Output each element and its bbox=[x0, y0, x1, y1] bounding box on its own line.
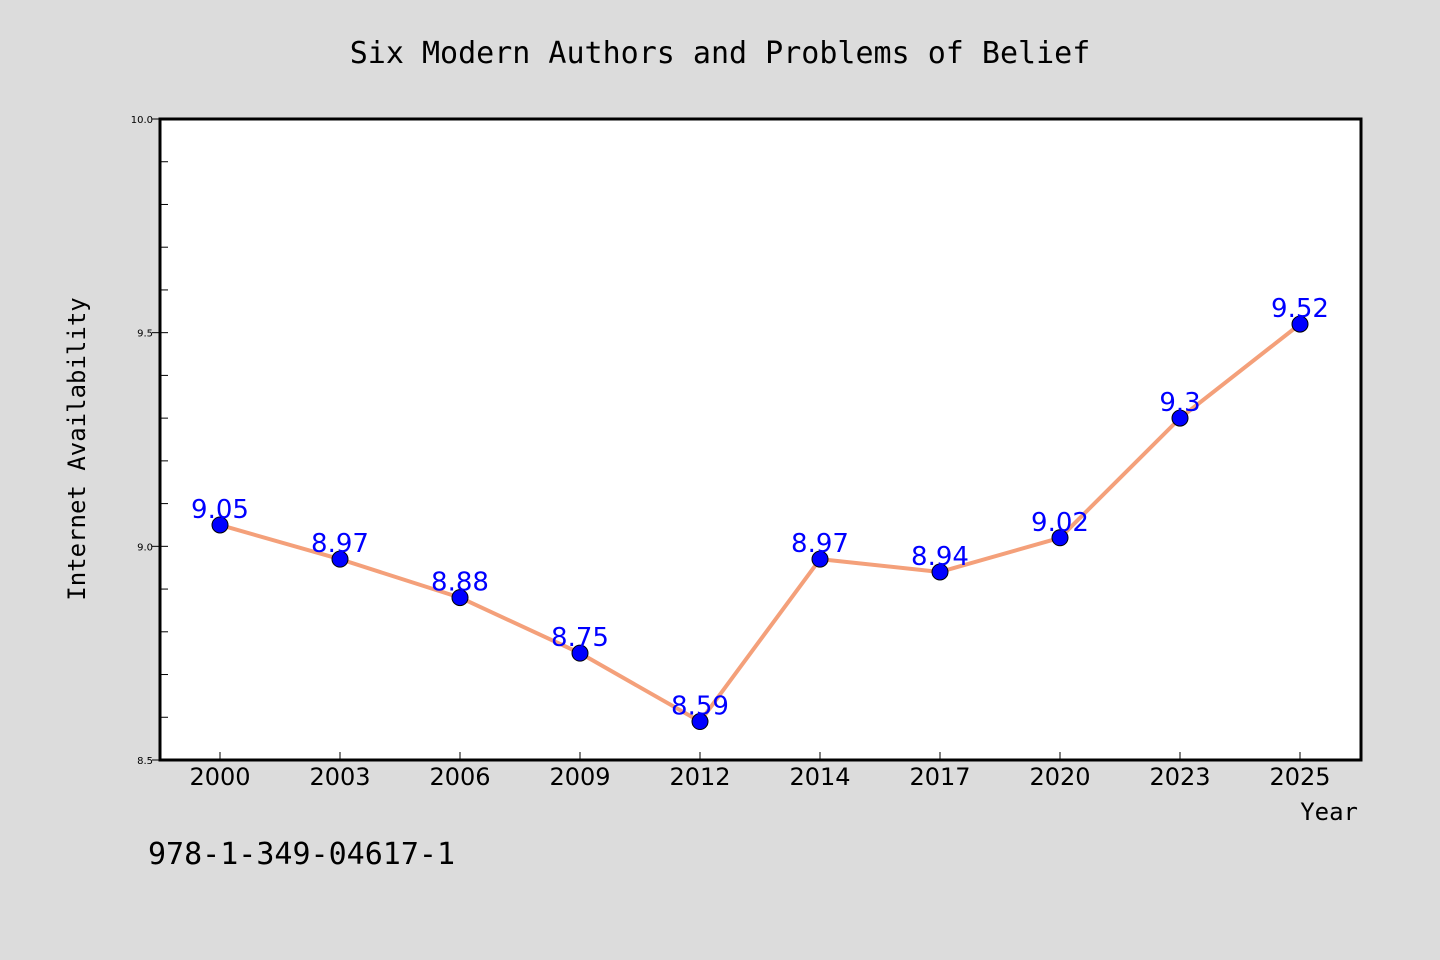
data-point bbox=[571, 644, 589, 662]
data-point bbox=[451, 589, 469, 607]
series-group: 9.05 8.97 8.88 8.75 8.59 8.97 8.94 9.02 9.3 9.52 bbox=[191, 294, 1329, 731]
y-axis-label: Internet Availability bbox=[63, 297, 91, 600]
y-tick-label: 8.5 bbox=[137, 756, 153, 767]
x-tick-label: 2023 bbox=[1149, 763, 1210, 791]
data-label: 9.02 bbox=[1031, 508, 1089, 538]
data-label: 9.3 bbox=[1159, 388, 1200, 418]
x-axis-ticks: 2000 2003 2006 2009 2012 2014 2017 2020 2023 2025 bbox=[189, 752, 1331, 791]
data-point bbox=[211, 516, 229, 534]
data-point bbox=[331, 550, 349, 568]
data-point bbox=[1171, 409, 1189, 427]
x-tick-label: 2009 bbox=[549, 763, 610, 791]
x-tick-label: 2020 bbox=[1029, 763, 1090, 791]
x-tick-label: 2014 bbox=[789, 763, 850, 791]
data-point bbox=[1291, 315, 1309, 333]
y-tick-label: 10.0 bbox=[131, 115, 153, 126]
data-point bbox=[1051, 529, 1069, 547]
x-tick-label: 2012 bbox=[669, 763, 730, 791]
x-tick-label: 2017 bbox=[909, 763, 970, 791]
data-point bbox=[931, 563, 949, 581]
data-label: 8.59 bbox=[671, 692, 729, 722]
data-label: 9.52 bbox=[1271, 294, 1329, 324]
data-label: 8.88 bbox=[431, 568, 489, 598]
data-label: 8.94 bbox=[911, 542, 969, 572]
x-tick-label: 2025 bbox=[1269, 763, 1330, 791]
x-axis-label: Year bbox=[1300, 798, 1358, 826]
isbn-text: 978-1-349-04617-1 bbox=[148, 837, 455, 872]
y-tick-label: 9.0 bbox=[137, 542, 153, 553]
data-label: 8.97 bbox=[311, 529, 369, 559]
data-label: 9.05 bbox=[191, 495, 249, 525]
data-point bbox=[811, 550, 829, 568]
series-line bbox=[219, 322, 1302, 724]
x-tick-label: 2006 bbox=[429, 763, 490, 791]
plot-area bbox=[158, 117, 1363, 762]
data-point bbox=[691, 713, 709, 731]
data-label: 8.75 bbox=[551, 623, 609, 653]
x-tick-label: 2003 bbox=[309, 763, 370, 791]
y-tick-label: 9.5 bbox=[137, 329, 153, 340]
data-label: 8.97 bbox=[791, 529, 849, 559]
x-tick-label: 2000 bbox=[189, 763, 250, 791]
chart-title: Six Modern Authors and Problems of Belie… bbox=[350, 36, 1091, 71]
y-axis-ticks: 8.5 9.0 9.5 10.0 bbox=[131, 115, 168, 767]
